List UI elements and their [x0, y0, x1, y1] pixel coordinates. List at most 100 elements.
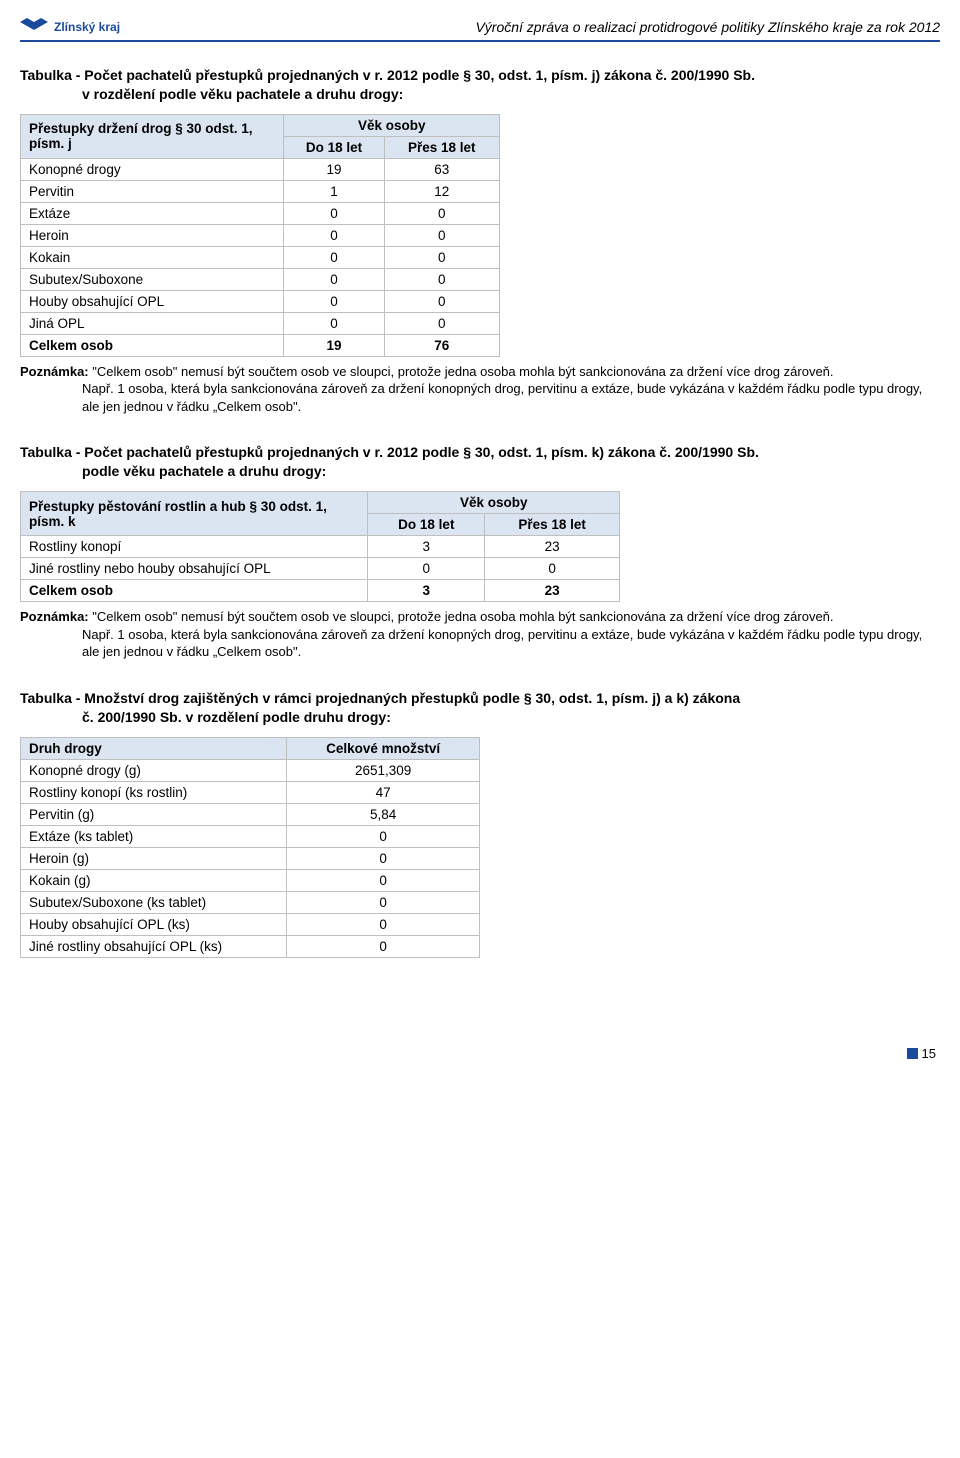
table2-total-u18: 3 — [368, 580, 485, 602]
table-row: Heroin00 — [21, 224, 500, 246]
table2-age-header: Věk osoby — [368, 492, 620, 514]
note-text-1: "Celkem osob" nemusí být součtem osob ve… — [92, 364, 833, 379]
row-o18: 0 — [384, 290, 499, 312]
row-label: Extáze — [21, 202, 284, 224]
row-u18: 19 — [284, 158, 384, 180]
table2-subtitle: podle věku pachatele a druhu drogy: — [82, 462, 940, 481]
row-label: Extáze (ks tablet) — [21, 825, 287, 847]
row-label: Subutex/Suboxone (ks tablet) — [21, 891, 287, 913]
row-o18: 63 — [384, 158, 499, 180]
row-u18: 3 — [368, 536, 485, 558]
row-o18: 0 — [384, 246, 499, 268]
table1-subtitle: v rozdělení podle věku pachatele a druhu… — [82, 85, 940, 104]
report-title: Výroční zpráva o realizaci protidrogové … — [475, 19, 940, 35]
table-row: Subutex/Suboxone00 — [21, 268, 500, 290]
table1-age-header: Věk osoby — [284, 114, 500, 136]
row-label: Kokain — [21, 246, 284, 268]
row-o18: 0 — [384, 202, 499, 224]
table-row: Heroin (g)0 — [21, 847, 480, 869]
table1-total-label: Celkem osob — [21, 334, 284, 356]
table-row: Pervitin112 — [21, 180, 500, 202]
table1-total-u18: 19 — [284, 334, 384, 356]
row-u18: 1 — [284, 180, 384, 202]
note-text-2: Např. 1 osoba, která byla sankcionována … — [82, 380, 940, 415]
row-u18: 0 — [284, 224, 384, 246]
row-value: 0 — [287, 869, 480, 891]
table3-col-amount: Celkové množství — [287, 737, 480, 759]
table3-title: Tabulka - Množství drog zajištěných v rá… — [20, 689, 940, 708]
table2-o18-header: Přes 18 let — [485, 514, 620, 536]
table3-col-type: Druh drogy — [21, 737, 287, 759]
row-label: Pervitin (g) — [21, 803, 287, 825]
table1-col-label: Přestupky držení drog § 30 odst. 1, písm… — [21, 114, 284, 158]
table-row: Jiná OPL00 — [21, 312, 500, 334]
row-o18: 0 — [384, 268, 499, 290]
row-label: Jiné rostliny nebo houby obsahující OPL — [21, 558, 368, 580]
table1-section: Tabulka - Počet pachatelů přestupků proj… — [0, 66, 960, 415]
row-label: Rostliny konopí (ks rostlin) — [21, 781, 287, 803]
table-row: Kokain (g)0 — [21, 869, 480, 891]
footer-square-icon — [907, 1048, 918, 1059]
table3-section: Tabulka - Množství drog zajištěných v rá… — [0, 689, 960, 958]
row-label: Kokain (g) — [21, 869, 287, 891]
table-row: Houby obsahující OPL (ks)0 — [21, 913, 480, 935]
row-value: 5,84 — [287, 803, 480, 825]
table2-u18-header: Do 18 let — [368, 514, 485, 536]
table-row: Jiné rostliny nebo houby obsahující OPL0… — [21, 558, 620, 580]
row-label: Subutex/Suboxone — [21, 268, 284, 290]
table-row: Rostliny konopí (ks rostlin)47 — [21, 781, 480, 803]
page-footer: 15 — [0, 986, 960, 1079]
table-row: Kokain00 — [21, 246, 500, 268]
note-text-1: "Celkem osob" nemusí být součtem osob ve… — [92, 609, 833, 624]
note-label: Poznámka: — [20, 609, 89, 624]
row-o18: 0 — [384, 312, 499, 334]
row-value: 0 — [287, 913, 480, 935]
row-label: Jiné rostliny obsahující OPL (ks) — [21, 935, 287, 957]
row-label: Konopné drogy (g) — [21, 759, 287, 781]
table2-section: Tabulka - Počet pachatelů přestupků proj… — [0, 443, 960, 660]
row-label: Houby obsahující OPL (ks) — [21, 913, 287, 935]
table-row: Konopné drogy (g)2651,309 — [21, 759, 480, 781]
table3-subtitle: č. 200/1990 Sb. v rozdělení podle druhu … — [82, 708, 940, 727]
table-row: Konopné drogy1963 — [21, 158, 500, 180]
row-label: Pervitin — [21, 180, 284, 202]
row-label: Heroin — [21, 224, 284, 246]
row-u18: 0 — [284, 246, 384, 268]
row-value: 0 — [287, 935, 480, 957]
table2: Přestupky pěstování rostlin a hub § 30 o… — [20, 491, 620, 602]
table2-col-label: Přestupky pěstování rostlin a hub § 30 o… — [21, 492, 368, 536]
row-label: Heroin (g) — [21, 847, 287, 869]
table1: Přestupky držení drog § 30 odst. 1, písm… — [20, 114, 500, 357]
page-number: 15 — [922, 1046, 936, 1061]
logo: Zlínský kraj — [20, 18, 120, 36]
note-label: Poznámka: — [20, 364, 89, 379]
table2-note: Poznámka: "Celkem osob" nemusí být součt… — [20, 608, 940, 661]
table-row: Extáze00 — [21, 202, 500, 224]
row-u18: 0 — [368, 558, 485, 580]
row-label: Rostliny konopí — [21, 536, 368, 558]
table1-total-o18: 76 — [384, 334, 499, 356]
row-label: Jiná OPL — [21, 312, 284, 334]
region-logo-icon — [20, 18, 48, 36]
row-value: 0 — [287, 847, 480, 869]
row-o18: 23 — [485, 536, 620, 558]
row-o18: 0 — [384, 224, 499, 246]
table3: Druh drogy Celkové množství Konopné drog… — [20, 737, 480, 958]
row-value: 47 — [287, 781, 480, 803]
row-label: Konopné drogy — [21, 158, 284, 180]
table1-o18-header: Přes 18 let — [384, 136, 499, 158]
table-row: Extáze (ks tablet)0 — [21, 825, 480, 847]
table-row: Jiné rostliny obsahující OPL (ks)0 — [21, 935, 480, 957]
row-value: 2651,309 — [287, 759, 480, 781]
row-u18: 0 — [284, 290, 384, 312]
header-divider — [20, 40, 940, 42]
table1-u18-header: Do 18 let — [284, 136, 384, 158]
table1-note: Poznámka: "Celkem osob" nemusí být součt… — [20, 363, 940, 416]
row-u18: 0 — [284, 268, 384, 290]
row-u18: 0 — [284, 202, 384, 224]
page-container: Zlínský kraj Výroční zpráva o realizaci … — [0, 0, 960, 1079]
row-label: Houby obsahující OPL — [21, 290, 284, 312]
table1-title: Tabulka - Počet pachatelů přestupků proj… — [20, 66, 940, 85]
row-value: 0 — [287, 825, 480, 847]
page-header: Zlínský kraj Výroční zpráva o realizaci … — [0, 18, 960, 40]
